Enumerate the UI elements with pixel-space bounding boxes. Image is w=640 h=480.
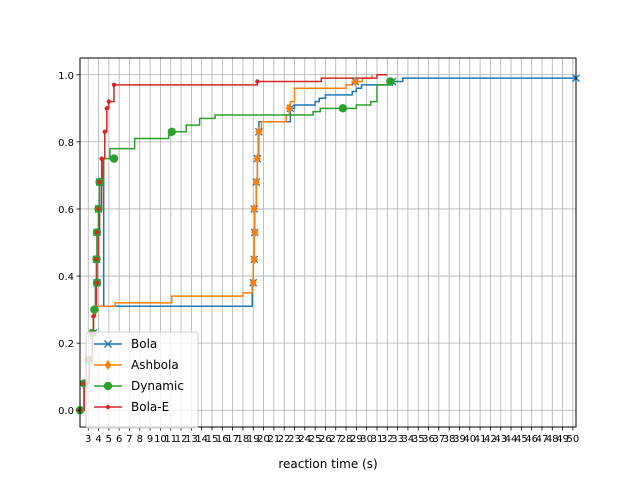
data-point-ashbola	[255, 126, 263, 137]
x-tick-label: 23	[288, 434, 301, 445]
x-tick-label: 14	[195, 434, 208, 445]
x-tick-label: 25	[309, 434, 322, 445]
x-tick-label: 28	[340, 434, 353, 445]
x-tick-label: 46	[525, 434, 538, 445]
x-tick-label: 32	[381, 434, 394, 445]
x-tick-label: 16	[216, 434, 229, 445]
y-tick-label: 0.0	[58, 406, 74, 417]
x-tick-label: 44	[505, 434, 518, 445]
x-tick-label: 7	[126, 434, 132, 445]
x-tick-label: 49	[556, 434, 569, 445]
x-tick-label: 45	[515, 434, 528, 445]
data-point-bola-e	[255, 79, 260, 84]
y-tick-label: 0.2	[58, 339, 74, 350]
x-tick-label: 47	[536, 434, 549, 445]
legend-marker-ashbola	[104, 360, 112, 370]
y-axis-ticks: 0.0 0.2 0.4 0.6 0.8 1.0	[58, 71, 80, 417]
data-point-ashbola	[249, 277, 257, 288]
x-tick-label: 12	[175, 434, 188, 445]
x-axis-label: reaction time (s)	[278, 457, 377, 471]
legend-label-bola: Bola	[131, 337, 157, 351]
legend-marker-dynamic	[103, 381, 113, 391]
data-point-bola-e	[94, 230, 100, 235]
legend-label-bola-e: Bola-E	[131, 400, 169, 414]
x-tick-label: 21	[267, 434, 280, 445]
data-point-ashbola	[250, 203, 258, 214]
data-point-bola-e	[91, 314, 96, 319]
legend: Bola Ashbola Dynamic Bola-E	[85, 331, 199, 429]
data-point-bola-e	[111, 82, 117, 88]
data-point-dynamic	[167, 127, 176, 136]
data-point-bola-e	[104, 106, 110, 111]
x-tick-label: 43	[494, 434, 507, 445]
legend-label-dynamic: Dynamic	[131, 379, 184, 393]
data-point-bola-e	[96, 206, 101, 212]
x-tick-label: 15	[206, 434, 219, 445]
legend-marker-bola	[104, 340, 112, 348]
legend-label-ashbola: Ashbola	[131, 358, 179, 372]
x-tick-label: 41	[474, 434, 487, 445]
x-tick-label: 26	[319, 434, 332, 445]
y-tick-label: 1.0	[58, 71, 74, 82]
data-point-dynamic	[109, 154, 119, 163]
x-tick-label: 4	[95, 434, 101, 445]
x-tick-label: 11	[164, 434, 177, 445]
x-tick-label: 31	[371, 434, 384, 445]
x-tick-label: 10	[154, 434, 167, 445]
legend-marker-bola-e	[105, 404, 111, 410]
x-tick-label: 22	[278, 434, 291, 445]
y-tick-label: 0.6	[58, 205, 74, 216]
y-tick-label: 0.8	[58, 138, 74, 149]
x-tick-label: 30	[360, 434, 373, 445]
x-tick-label: 8	[137, 434, 143, 445]
data-point-ashbola	[285, 103, 293, 114]
x-tick-label: 18	[237, 434, 250, 445]
data-point-bola-e	[99, 156, 104, 161]
x-tick-label: 3	[85, 434, 91, 445]
x-tick-label: 48	[546, 434, 559, 445]
x-tick-label: 37	[432, 434, 445, 445]
x-tick-label: 24	[298, 434, 311, 445]
legend-box	[85, 331, 199, 429]
data-point-bola-e	[94, 257, 99, 262]
data-point-bola-e	[102, 129, 107, 134]
x-tick-label: 9	[147, 434, 153, 445]
data-point-ashbola	[250, 254, 258, 265]
x-axis-ticks: 3 4 5 6 7 8 9 101112131415161718192021222324252…	[85, 427, 579, 445]
x-tick-label: 39	[453, 434, 466, 445]
data-point-bola-e	[106, 99, 112, 104]
data-point-ashbola	[351, 76, 359, 87]
data-point-bola-e	[94, 280, 100, 285]
x-tick-label: 13	[185, 434, 198, 445]
grid	[80, 58, 576, 427]
x-tick-label: 27	[329, 434, 342, 445]
data-point-bola-e	[81, 381, 87, 386]
x-tick-label: 17	[226, 434, 239, 445]
x-tick-label: 36	[422, 434, 435, 445]
y-tick-label: 0.4	[58, 272, 74, 283]
x-tick-label: 35	[412, 434, 425, 445]
x-tick-label: 38	[443, 434, 456, 445]
data-point-dynamic	[338, 104, 348, 113]
x-tick-label: 50	[567, 434, 580, 445]
x-tick-label: 19	[247, 434, 260, 445]
x-tick-label: 40	[463, 434, 476, 445]
x-tick-label: 42	[484, 434, 497, 445]
x-tick-label: 33	[391, 434, 404, 445]
data-point-bola-e	[97, 179, 102, 185]
x-tick-label: 5	[106, 434, 112, 445]
data-point-ashbola	[251, 227, 259, 238]
x-tick-label: 29	[350, 434, 363, 445]
plot-frame	[79, 57, 577, 428]
x-tick-label: 34	[402, 434, 415, 445]
data-point-dynamic	[386, 77, 395, 86]
data-point-dynamic	[90, 305, 99, 314]
x-tick-label: 20	[257, 434, 270, 445]
data-point-ashbola	[252, 177, 260, 188]
x-tick-label: 6	[116, 434, 122, 445]
data-point-ashbola	[253, 153, 261, 164]
